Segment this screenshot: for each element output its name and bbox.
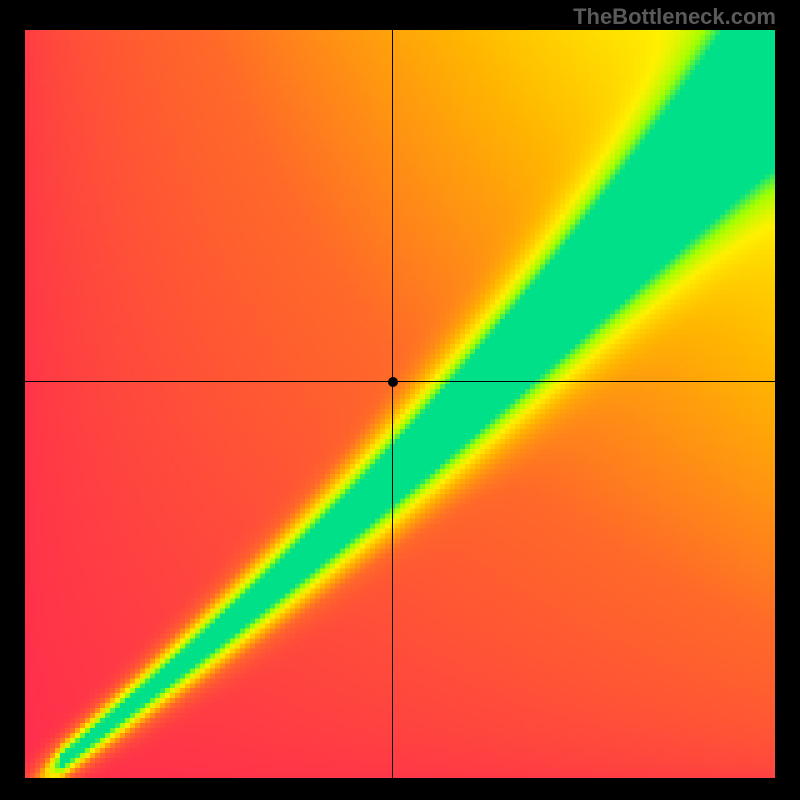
crosshair-horizontal — [25, 381, 775, 382]
bottleneck-heatmap — [25, 30, 775, 778]
crosshair-vertical — [392, 30, 393, 778]
watermark-text: TheBottleneck.com — [573, 4, 776, 30]
figure-root: TheBottleneck.com — [0, 0, 800, 800]
crosshair-marker — [388, 377, 398, 387]
